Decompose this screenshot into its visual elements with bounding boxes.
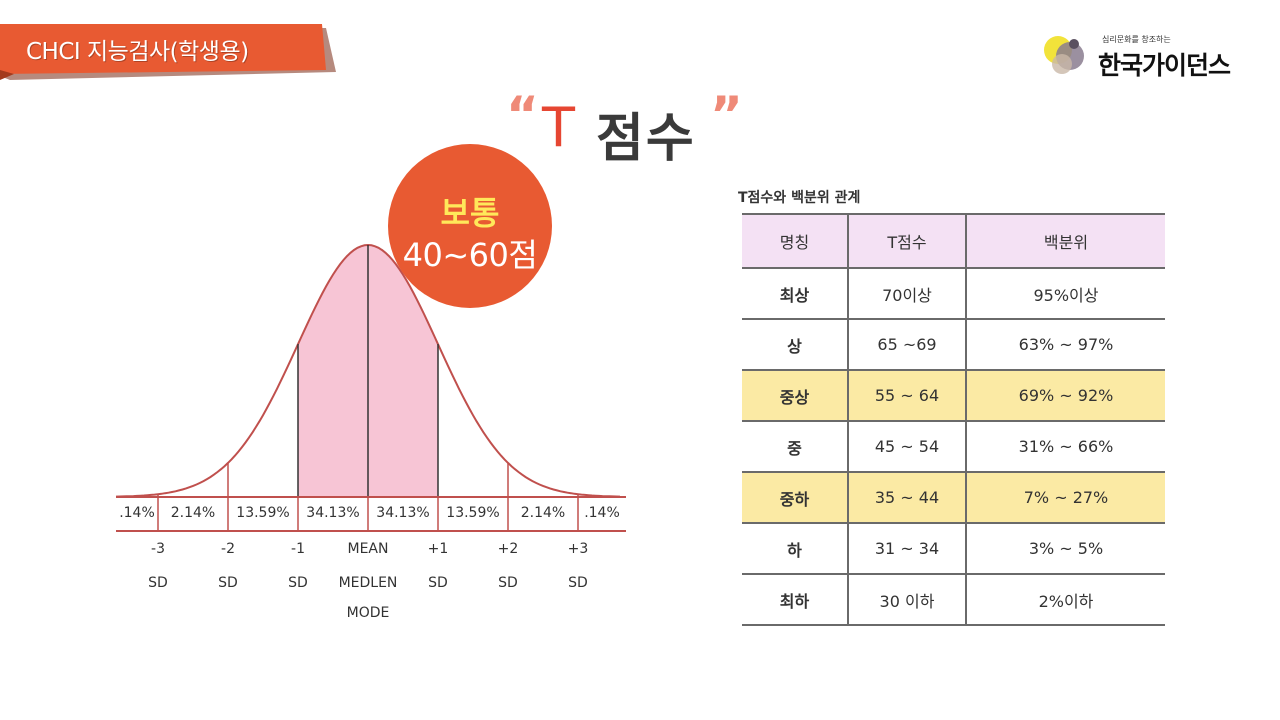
sd-label: -1 <box>291 541 305 557</box>
percent-cell: 34.13% <box>376 505 430 521</box>
sd-label: SD <box>568 575 588 591</box>
percent-cell: 34.13% <box>306 505 360 521</box>
sd-label: SD <box>148 575 168 591</box>
callout-bubble <box>388 144 552 308</box>
heading-t-letter: T <box>542 96 575 159</box>
page-title: CHCI 지능검사(학생용) <box>26 39 249 65</box>
row-name: 중하 <box>742 472 848 524</box>
callout-label: 보통 <box>440 194 500 232</box>
table-row-highlighted: 중하 35 ~ 44 7% ~ 27% <box>742 472 1165 524</box>
table-row: 최하 30 이하 2%이하 <box>742 574 1165 626</box>
row-name: 상 <box>742 319 848 371</box>
row-t-score: 65 ~69 <box>847 319 966 371</box>
table-row-highlighted: 중상 55 ~ 64 69% ~ 92% <box>742 370 1165 422</box>
row-name: 하 <box>742 523 848 575</box>
percent-cell: 2.14% <box>520 505 566 521</box>
open-quote: “ <box>506 86 539 144</box>
row-name: 중 <box>742 421 848 473</box>
table-caption: T점수와 백분위 관계 <box>738 190 861 206</box>
table-row: 최상 70이상 95%이상 <box>742 268 1165 320</box>
sd-label: SD <box>218 575 238 591</box>
logo-name: 한국가이던스 <box>1098 51 1231 80</box>
row-t-score: 70이상 <box>847 268 966 320</box>
table-row: 상 65 ~69 63% ~ 97% <box>742 319 1165 371</box>
header-t-score: T점수 <box>847 214 966 269</box>
row-name: 중상 <box>742 370 848 422</box>
banner-shape <box>0 24 336 80</box>
callout-range: 40~60점 <box>402 236 538 274</box>
logo-tagline: 심리문화를 창조하는 <box>1102 35 1171 44</box>
sd-label: SD <box>428 575 448 591</box>
percent-cell: 13.59% <box>446 505 500 521</box>
row-percentile: 31% ~ 66% <box>965 421 1165 473</box>
sd-label: -2 <box>221 541 235 557</box>
logo: 심리문화를 창조하는 한국가이던스 <box>1040 30 1260 82</box>
row-name: 최상 <box>742 268 848 320</box>
percent-cell: .14% <box>119 505 155 521</box>
sd-label: -3 <box>151 541 165 557</box>
slide-heading: “ T 점수 ” <box>500 86 760 172</box>
table-header-row: 명칭 T점수 백분위 <box>742 214 1165 269</box>
row-t-score: 31 ~ 34 <box>847 523 966 575</box>
table-row: 하 31 ~ 34 3% ~ 5% <box>742 523 1165 575</box>
row-percentile: 69% ~ 92% <box>965 370 1165 422</box>
mode-label: MODE <box>346 605 390 621</box>
sd-label: SD <box>288 575 308 591</box>
t-score-table: 명칭 T점수 백분위 최상 70이상 95%이상 상 65 ~69 63% ~ … <box>742 213 1165 626</box>
row-percentile: 2%이하 <box>965 574 1165 626</box>
heading-main-text: 점수 <box>596 109 696 169</box>
pct-dividers <box>157 497 579 531</box>
percent-cell: .14% <box>584 505 620 521</box>
row-percentile: 7% ~ 27% <box>965 472 1165 524</box>
sd-label: +1 <box>427 541 449 557</box>
header-name: 명칭 <box>742 214 848 269</box>
row-percentile: 95%이상 <box>965 268 1165 320</box>
sd-label: SD <box>498 575 518 591</box>
table-row: 중 45 ~ 54 31% ~ 66% <box>742 421 1165 473</box>
median-label: MEDLEN <box>338 575 398 591</box>
row-t-score: 30 이하 <box>847 574 966 626</box>
header-percentile: 백분위 <box>965 214 1165 269</box>
percent-cell: 2.14% <box>170 505 216 521</box>
row-percentile: 63% ~ 97% <box>965 319 1165 371</box>
title-banner: CHCI 지능검사(학생용) <box>0 24 336 80</box>
row-t-score: 45 ~ 54 <box>847 421 966 473</box>
percent-cell: 13.59% <box>236 505 290 521</box>
row-percentile: 3% ~ 5% <box>965 523 1165 575</box>
mean-label: MEAN <box>347 541 389 557</box>
logo-emblem-icon <box>1044 36 1084 74</box>
close-quote: ” <box>710 86 743 144</box>
row-name: 최하 <box>742 574 848 626</box>
row-t-score: 55 ~ 64 <box>847 370 966 422</box>
sd-label: +2 <box>497 541 519 557</box>
row-t-score: 35 ~ 44 <box>847 472 966 524</box>
sd-label: +3 <box>567 541 589 557</box>
